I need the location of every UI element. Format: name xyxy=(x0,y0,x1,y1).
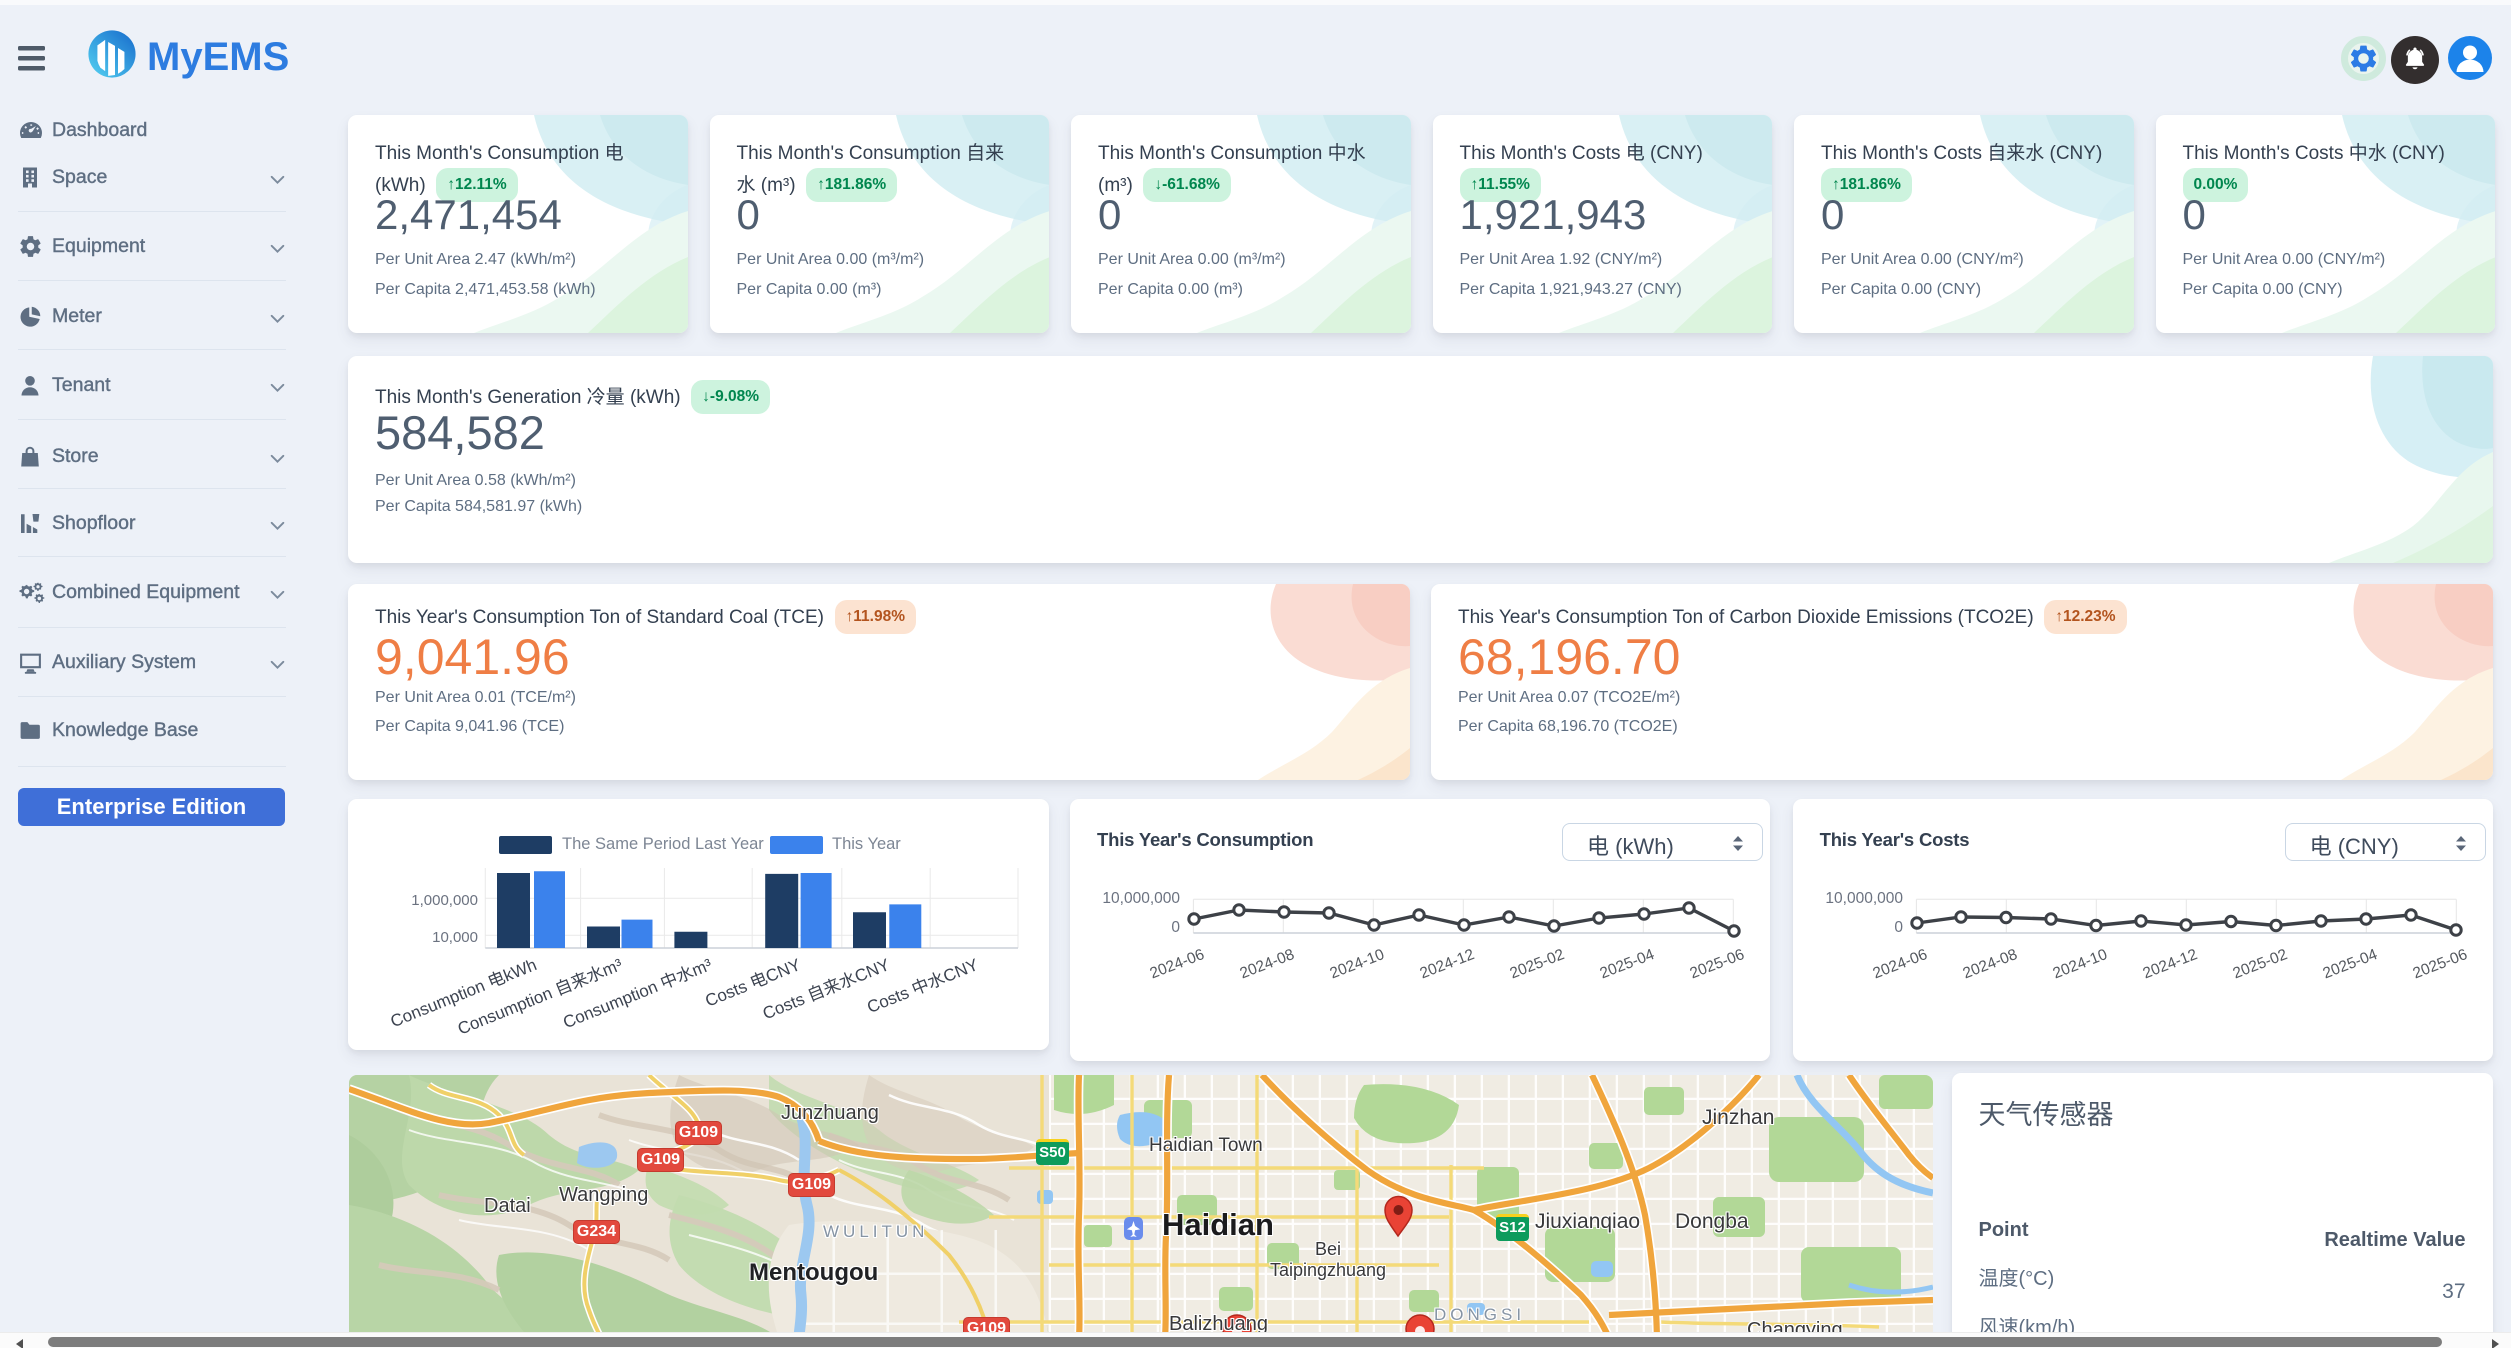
svg-text:2024-06: 2024-06 xyxy=(1870,946,1929,982)
svg-text:2025-04: 2025-04 xyxy=(1598,946,1658,982)
svg-text:2024-12: 2024-12 xyxy=(1418,946,1477,982)
svg-text:2025-06: 2025-06 xyxy=(1688,946,1747,982)
svg-text:2024-06: 2024-06 xyxy=(1148,946,1207,982)
svg-text:10,000,000: 10,000,000 xyxy=(1825,890,1903,907)
svg-text:Consumption 自来水m³: Consumption 自来水m³ xyxy=(455,955,625,1039)
svg-text:10,000,000: 10,000,000 xyxy=(1102,890,1180,907)
svg-text:This Year: This Year xyxy=(832,835,901,853)
svg-text:2024-08: 2024-08 xyxy=(1238,946,1297,982)
svg-text:2025-02: 2025-02 xyxy=(1508,946,1567,982)
svg-text:2024-12: 2024-12 xyxy=(2140,946,2199,982)
svg-text:0: 0 xyxy=(1171,919,1180,936)
svg-text:2024-10: 2024-10 xyxy=(2050,946,2110,982)
svg-text:2024-10: 2024-10 xyxy=(1328,946,1388,982)
svg-text:1,000,000: 1,000,000 xyxy=(411,892,478,909)
svg-text:0: 0 xyxy=(1894,919,1903,936)
svg-text:The Same Period Last Year: The Same Period Last Year xyxy=(562,835,764,853)
svg-text:2025-02: 2025-02 xyxy=(2230,946,2289,982)
svg-text:2024-08: 2024-08 xyxy=(1960,946,2019,982)
svg-text:Consumption 中水m³: Consumption 中水m³ xyxy=(560,955,715,1032)
svg-text:10,000: 10,000 xyxy=(432,929,478,946)
svg-text:2025-06: 2025-06 xyxy=(2410,946,2469,982)
svg-text:2025-04: 2025-04 xyxy=(2320,946,2380,982)
